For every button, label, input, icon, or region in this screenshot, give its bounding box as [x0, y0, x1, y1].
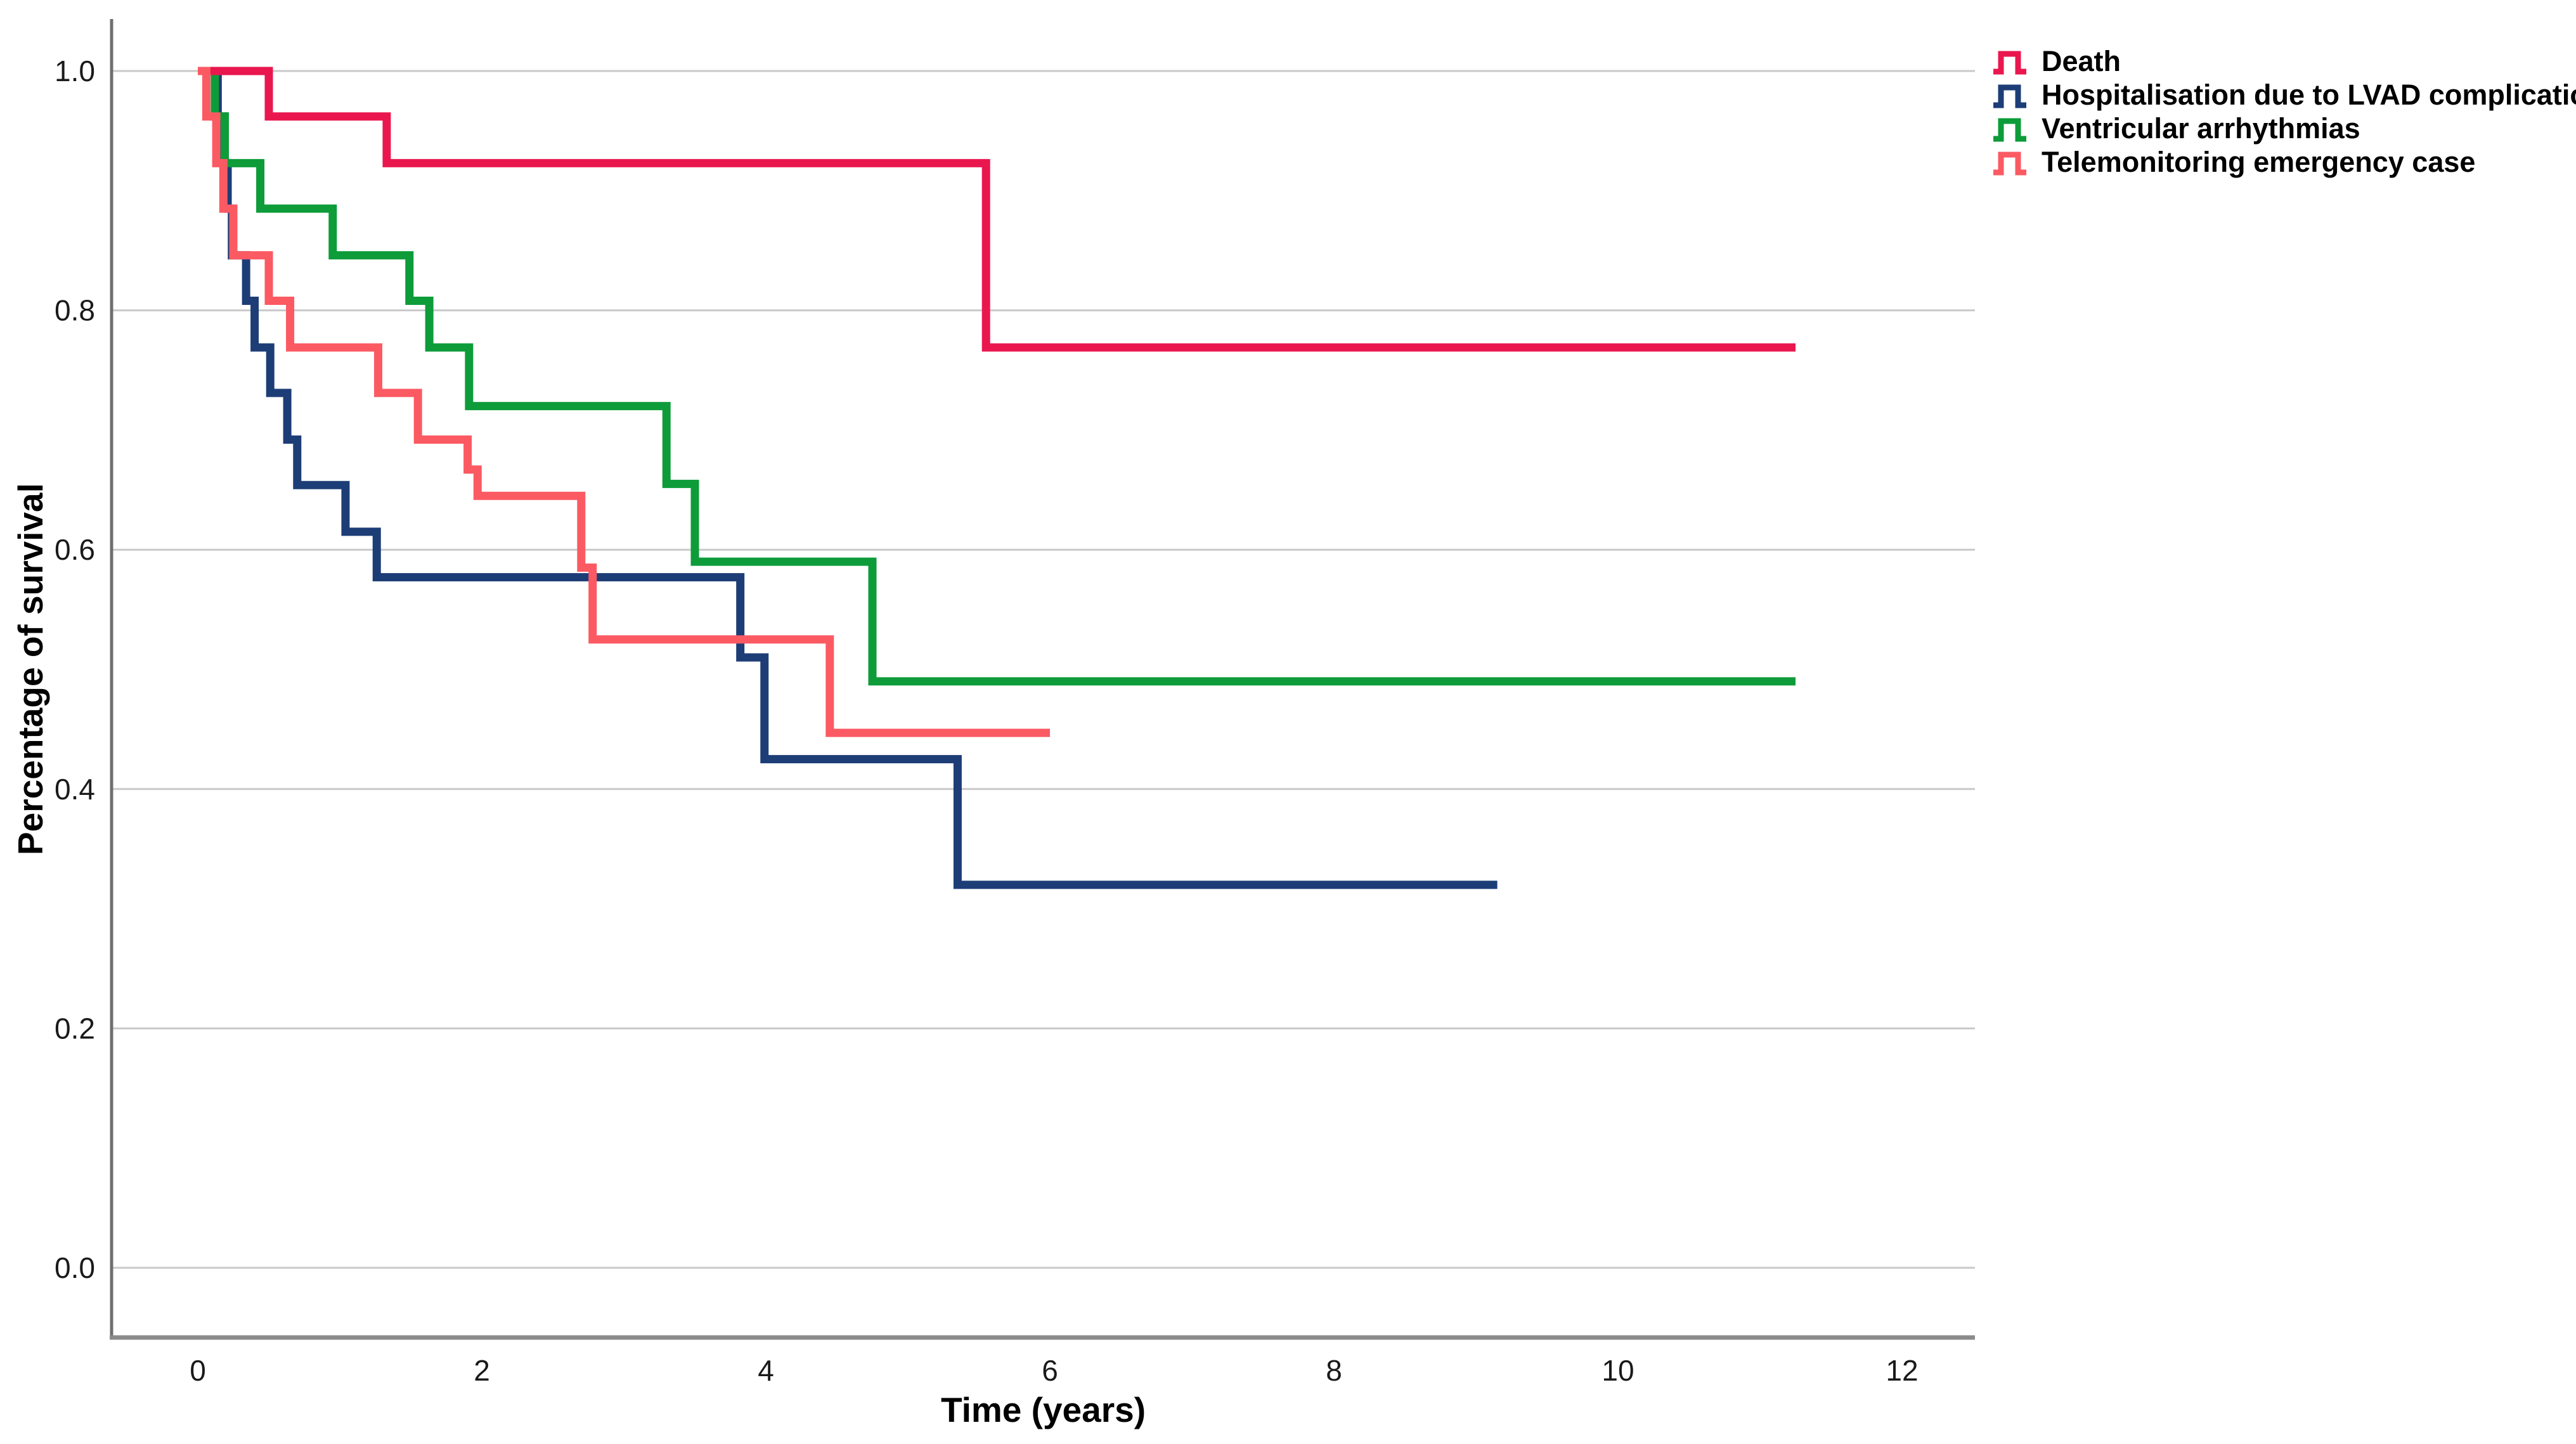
x-tick-label-12: 12	[1886, 1354, 1918, 1387]
y-tick-label-0.4: 0.4	[55, 773, 95, 806]
curve-hospitalisation	[198, 67, 1498, 889]
y-tick-label-0.0: 0.0	[55, 1251, 95, 1284]
legend-step-line-icon	[1993, 84, 2026, 108]
legend-step-line-icon	[1993, 151, 2026, 175]
curve-ventricular	[198, 67, 1796, 686]
y-axis-title: Percentage of survival	[11, 483, 50, 856]
x-tick-label-8: 8	[1326, 1354, 1342, 1387]
curve-telemonitoring	[198, 67, 1050, 737]
x-tick-label-0: 0	[190, 1354, 206, 1387]
curve-death	[198, 67, 1796, 352]
x-tick-label-6: 6	[1042, 1354, 1058, 1387]
y-tick-label-0.8: 0.8	[55, 294, 95, 327]
legend-item-ventricular: Ventricular arrhythmias	[1992, 112, 2576, 145]
legend-step-line-icon	[1993, 51, 2026, 74]
legend-label-telemonitoring: Telemonitoring emergency case	[2042, 145, 2476, 178]
x-tick-label-10: 10	[1602, 1354, 1634, 1387]
legend-item-hospitalisation: Hospitalisation due to LVAD complication…	[1992, 78, 2576, 112]
x-tick-label-4: 4	[758, 1354, 774, 1387]
legend-item-telemonitoring: Telemonitoring emergency case	[1992, 145, 2576, 179]
x-axis-title: Time (years)	[940, 1390, 1146, 1429]
legend-item-death: Death	[1992, 44, 2576, 78]
legend-label-death: Death	[2042, 44, 2121, 77]
y-tick-label-0.2: 0.2	[55, 1012, 95, 1045]
legend: Death Hospitalisation due to LVAD complic…	[1992, 44, 2576, 179]
x-tick-label-2: 2	[474, 1354, 490, 1387]
legend-label-hospitalisation: Hospitalisation due to LVAD complication…	[2042, 78, 2576, 111]
y-tick-label-1.0: 1.0	[55, 55, 95, 87]
y-tick-label-0.6: 0.6	[55, 533, 95, 566]
legend-step-line-icon	[1993, 118, 2026, 141]
legend-label-ventricular: Ventricular arrhythmias	[2042, 112, 2360, 145]
